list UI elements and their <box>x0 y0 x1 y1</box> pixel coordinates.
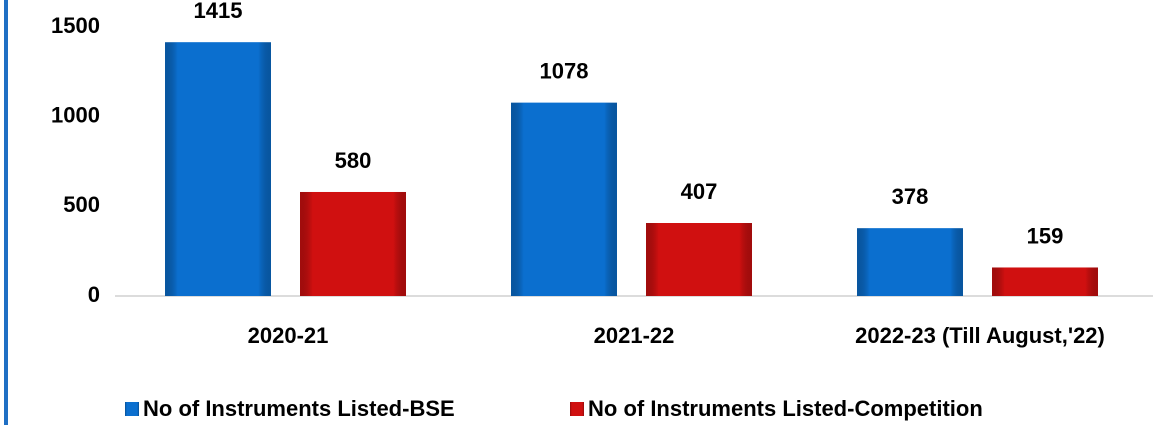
legend-label: No of Instruments Listed-Competition <box>588 396 983 421</box>
data-label: 378 <box>892 184 929 209</box>
bar-bevel <box>300 191 406 296</box>
legend-swatch-bevel <box>125 402 139 416</box>
data-label: 1078 <box>540 58 589 83</box>
y-tick-label: 0 <box>88 282 100 307</box>
side-bar <box>4 0 8 425</box>
legend-label: No of Instruments Listed-BSE <box>143 396 455 421</box>
y-tick-label: 1500 <box>51 13 100 38</box>
data-label: 580 <box>335 148 372 173</box>
bar-bevel <box>646 223 752 296</box>
x-tick-label: 2020-21 <box>248 323 329 348</box>
legend-swatch-bevel <box>570 402 584 416</box>
x-tick-label: 2022-23 (Till August,'22) <box>855 323 1105 348</box>
bar-bevel <box>857 228 963 296</box>
bar-bevel <box>165 42 271 296</box>
data-label: 407 <box>681 179 718 204</box>
x-tick-label: 2021-22 <box>594 323 675 348</box>
data-label: 1415 <box>194 0 243 23</box>
y-tick-label: 500 <box>63 192 100 217</box>
y-tick-label: 1000 <box>51 102 100 127</box>
bar-bevel <box>511 102 617 296</box>
data-label: 159 <box>1027 223 1064 248</box>
bar-bevel <box>992 267 1098 296</box>
